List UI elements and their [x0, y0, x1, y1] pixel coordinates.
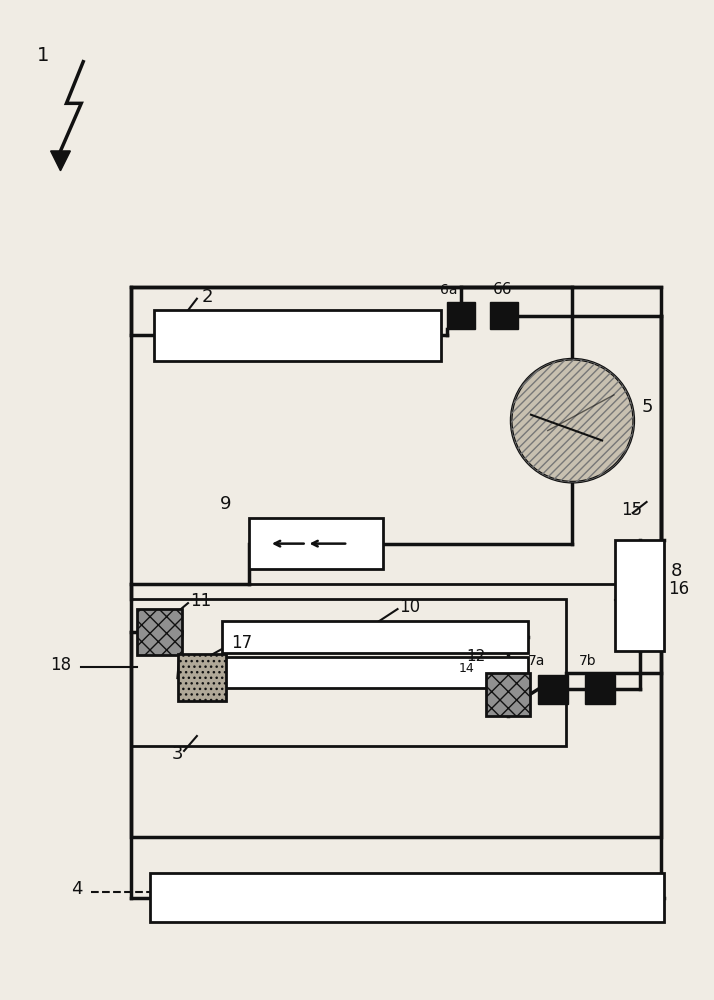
Text: 7b: 7b	[579, 654, 597, 668]
Bar	[151, 873, 664, 922]
Bar	[447, 302, 475, 329]
Bar	[491, 302, 518, 329]
Bar	[538, 675, 568, 704]
Text: 15: 15	[621, 501, 642, 519]
Text: 18: 18	[50, 656, 71, 674]
Text: 6a: 6a	[440, 283, 458, 297]
Bar	[249, 518, 383, 569]
Bar	[136, 609, 182, 655]
Bar	[486, 673, 530, 716]
Text: 14: 14	[459, 662, 475, 675]
Text: 17: 17	[231, 634, 253, 652]
Bar	[221, 657, 528, 688]
Text: 66: 66	[493, 282, 512, 297]
Text: 3: 3	[172, 745, 183, 763]
Bar	[154, 310, 441, 361]
Text: 9: 9	[220, 495, 231, 513]
Bar	[585, 675, 615, 704]
Bar	[178, 654, 226, 701]
Text: 2: 2	[202, 288, 213, 306]
Text: 11: 11	[190, 592, 211, 610]
Text: 10: 10	[400, 598, 421, 616]
Bar	[131, 599, 565, 746]
Polygon shape	[51, 151, 71, 171]
Text: 4: 4	[71, 880, 83, 898]
Bar	[131, 287, 661, 584]
Text: 12: 12	[467, 649, 486, 664]
Circle shape	[511, 359, 634, 482]
Text: 5: 5	[642, 398, 653, 416]
Text: 7a: 7a	[528, 654, 545, 668]
Bar	[131, 287, 661, 837]
Text: 1: 1	[37, 46, 49, 65]
Text: 16: 16	[668, 580, 690, 598]
Text: 8: 8	[670, 562, 682, 580]
Bar	[221, 621, 528, 653]
Bar	[615, 540, 664, 651]
